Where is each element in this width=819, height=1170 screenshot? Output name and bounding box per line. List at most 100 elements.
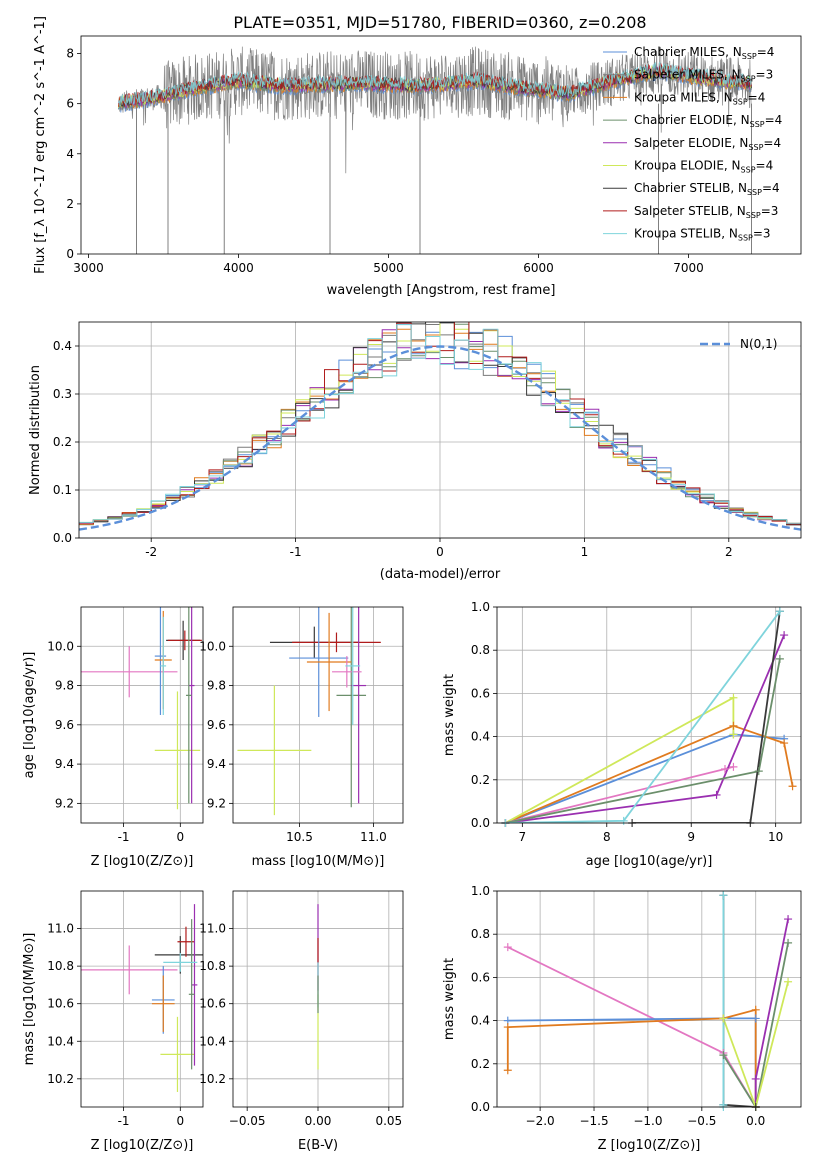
weight-series-3	[506, 1008, 757, 1107]
x-tick-label: 0.00	[305, 1114, 332, 1128]
weight-marker	[784, 977, 793, 986]
weight-series-7	[632, 611, 781, 823]
legend-label: Chabrier STELIB, NSSP=4	[634, 181, 780, 197]
panel-residuals: -2 -1 0 1 2 0.0 0.1 0.2 0.3 0.4 N(0,1) (data-model)…	[28, 321, 802, 582]
y-tick-label: 8	[66, 47, 74, 61]
axes-frame	[232, 606, 404, 824]
x-tick-label: 0.05	[375, 1114, 402, 1128]
y-tick-label: 0.6	[471, 686, 490, 700]
y-tick-label: 10.6	[47, 997, 74, 1011]
y-tick-label: 0.2	[471, 773, 490, 787]
weight-marker	[788, 782, 797, 791]
y-tick-label: 10.0	[47, 639, 74, 653]
x-tick-label: 5000	[373, 261, 404, 275]
errorbar-point-9	[345, 607, 361, 725]
x-tick-label: 11.0	[360, 830, 387, 844]
weight-marker	[619, 816, 628, 825]
weight-marker	[719, 1014, 728, 1023]
weight-marker	[729, 762, 738, 771]
y-axis-label: Flux [f_λ 10^-17 erg cm^-2 s^-1 A^-1]	[33, 16, 48, 274]
errorbar-point-5	[351, 607, 367, 804]
weight-series-5	[722, 942, 789, 1107]
y-tick-label: 0.8	[471, 927, 490, 941]
y-tick-label: 0.4	[471, 1014, 490, 1028]
weight-marker	[775, 607, 784, 616]
weight-series-6	[722, 981, 789, 1107]
marks-z-age	[81, 607, 202, 810]
y-tick-label: 4	[66, 147, 74, 161]
y-axis-label: age [log10(age/yr)]	[22, 652, 37, 779]
weight-marker	[754, 767, 763, 776]
weight-marker	[719, 1100, 728, 1109]
errorbar-point-1	[237, 685, 312, 816]
weight-series-1	[507, 946, 757, 1107]
axes-frame	[496, 606, 802, 824]
y-tick-label: 0.3	[53, 387, 72, 401]
plot-area-mass-age	[233, 607, 403, 823]
x-tick-label: 7000	[673, 261, 704, 275]
errorbar-point-8	[188, 919, 195, 1070]
x-axis-label: Z [log10(Z/Z⊙)]	[91, 854, 194, 869]
weight-marker	[751, 1014, 760, 1023]
x-axis-label: Z [log10(Z/Z⊙)]	[91, 1138, 194, 1153]
errorbar-point-5	[167, 630, 202, 651]
y-tick-label: 0.0	[471, 1100, 490, 1114]
x-tick-label: -1	[290, 545, 302, 559]
x-tick-label: 6000	[523, 261, 554, 275]
y-tick-label: 9.2	[207, 796, 226, 810]
y-tick-label: 9.4	[207, 757, 226, 771]
y-tick-label: 10.6	[199, 997, 226, 1011]
y-tick-label: 0.8	[471, 643, 490, 657]
errorbar-point-6	[154, 691, 201, 810]
legend-label: Salpeter MILES, NSSP=3	[634, 68, 773, 84]
y-tick-label: 10.2	[47, 1072, 74, 1086]
x-tick-label: −2.0	[526, 1114, 555, 1128]
x-tick-label: -2	[145, 545, 157, 559]
panel-spectrum: 3000 4000 5000 6000 7000 0 2 4 6 8 Chabrier MILES,…	[33, 16, 802, 298]
errorbar-point-6	[160, 1016, 195, 1092]
weight-marker	[721, 765, 729, 773]
plot-area-z-age	[81, 607, 203, 823]
errorbar-point-8	[332, 656, 362, 688]
x-tick-label: −0.5	[687, 1114, 716, 1128]
errorbar-point-2	[154, 607, 167, 715]
legend-label: Kroupa STELIB, NSSP=3	[634, 227, 771, 243]
errorbar-point-1	[81, 646, 178, 698]
x-tick-label: 8	[603, 830, 611, 844]
x-tick-label: 10	[768, 830, 783, 844]
weight-series-2	[505, 724, 794, 823]
x-tick-label: −0.05	[229, 1114, 266, 1128]
panel-z-weight: −2.0 −1.5 −1.0 −0.5 0.0 0.0 0.2 0.4 0.6 0.8 1.0 Z […	[442, 884, 802, 1153]
marks-spectrum	[118, 46, 752, 254]
y-tick-label: 9.8	[207, 679, 226, 693]
y-axis-label: mass [log10(M/M⊙)]	[22, 933, 37, 1066]
weight-series-2	[507, 1017, 757, 1107]
x-tick-label: 10.5	[286, 830, 313, 844]
errorbar-point-9	[163, 952, 198, 972]
panel-mass-age: 10.5 11.0 9.2 9.4 9.6 9.8 10.0 mass [log10(M/M⊙…	[199, 606, 404, 869]
y-tick-label: 10.4	[47, 1034, 74, 1048]
weight-marker	[729, 693, 738, 702]
marks-age-weight	[504, 610, 794, 823]
weight-marker	[719, 1051, 728, 1060]
weight-marker	[503, 1023, 512, 1032]
residual-histogram-7	[79, 322, 801, 526]
y-tick-label: 10.0	[199, 639, 226, 653]
weight-marker	[751, 1074, 760, 1083]
weight-marker	[780, 631, 789, 640]
x-tick-label: 9	[687, 830, 695, 844]
y-tick-label: 10.4	[199, 1034, 226, 1048]
panel-ebv-mass: −0.05 0.00 0.05 10.2 10.4 10.6 10.8 11.0 E(B-V)	[199, 890, 404, 1153]
y-tick-label: 9.6	[55, 718, 74, 732]
legend: Chabrier MILES, NSSP=4 Salpeter MILES, NS…	[603, 45, 782, 243]
x-tick-label: -1	[118, 830, 130, 844]
legend-label: Kroupa MILES, NSSP=4	[634, 90, 765, 106]
y-tick-label: 0.0	[471, 816, 490, 830]
y-tick-label: 0.2	[53, 435, 72, 449]
axes-frame	[80, 606, 204, 824]
errorbar-point-3	[151, 975, 175, 1032]
plot-area-z-mass	[81, 891, 203, 1107]
errorbar-point-7	[306, 612, 352, 712]
x-tick-label: 3000	[73, 261, 104, 275]
